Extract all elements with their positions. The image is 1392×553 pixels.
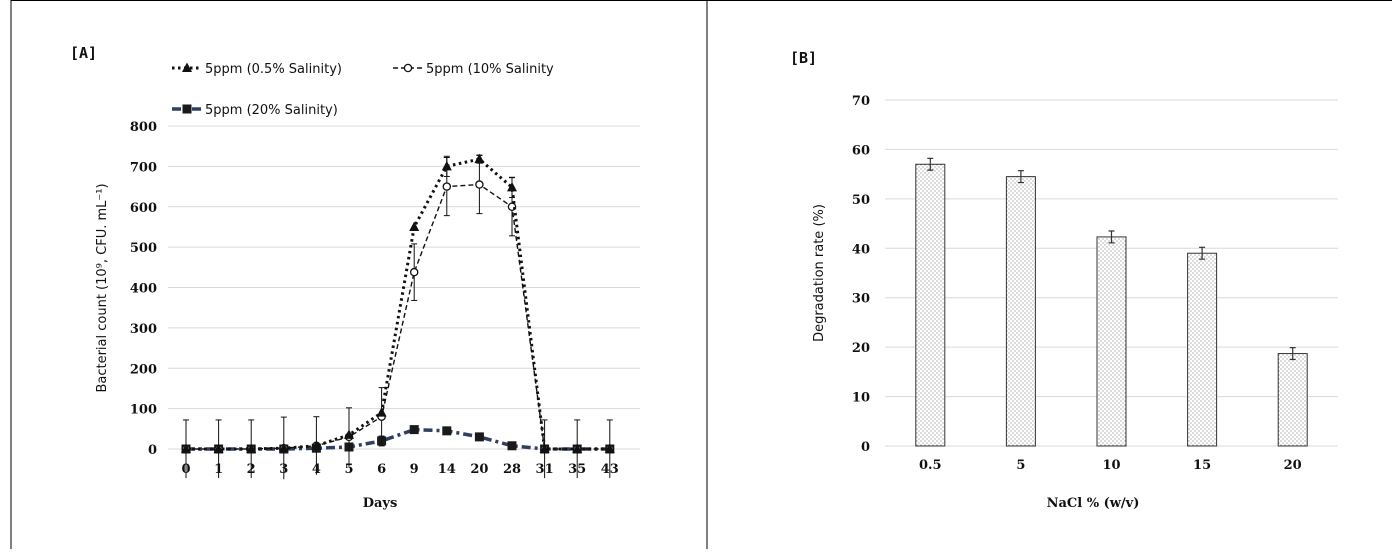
panel-b-x-tick-20: 20 — [1284, 458, 1302, 473]
panel-a-point-2-9 — [409, 267, 419, 277]
panel-b-bar-0.5 — [915, 163, 946, 447]
panel-a-x-tick-labels: 0 1 2 3 4 5 6 9 14 20 28 31 35 43 — [181, 462, 618, 477]
panel-b-bar-10 — [1096, 236, 1127, 447]
panel-a-series-line-1 — [186, 157, 610, 451]
panel-a-point-1-5 — [344, 429, 354, 439]
panel-b: [B] 0 10 20 30 40 50 60 70 0.5 5 10 15 20 NaCl % (w… — [790, 49, 1338, 511]
panel-a-point-1-3 — [278, 442, 289, 453]
panel-a-y-tick-300: 300 — [130, 322, 157, 337]
panel-b-x-tick-labels: 0.5 5 10 15 20 — [919, 458, 1302, 473]
panel-a-y-axis-title: Bacterial count (10⁹, CFU. mL⁻¹) — [95, 183, 110, 392]
panel-a-point-2-14 — [442, 182, 452, 191]
panel-b-y-axis-title: Degradation rate (%) — [812, 204, 827, 342]
panel-a-legend-marker-1 — [182, 62, 192, 72]
panel-a-legend-label-2: 5ppm (10% Salinity — [426, 62, 554, 77]
panel-a-legend-label-1: 5ppm (0.5% Salinity) — [205, 62, 342, 77]
panel-b-bar-group-10 — [1096, 230, 1127, 447]
panel-a-point-3-20 — [474, 432, 484, 442]
panel-a-series — [181, 153, 615, 480]
panel-b-x-tick-0.5: 0.5 — [919, 458, 942, 473]
panel-a-x-axis-title: Days — [363, 496, 398, 511]
panel-a-point-1-14 — [441, 160, 452, 171]
panel-a-x-tick-28: 28 — [503, 462, 521, 477]
panel-a-y-tick-200: 200 — [130, 362, 157, 377]
panel-b-bar-5 — [1005, 176, 1036, 447]
panel-b-x-axis-title: NaCl % (w/v) — [1047, 496, 1140, 511]
panel-a-label: [A] — [70, 44, 97, 62]
panel-a-y-tick-500: 500 — [130, 241, 157, 256]
panel-a-point-3-28 — [507, 441, 517, 451]
panel-a-legend-item-2: 5ppm (10% Salinity — [393, 62, 554, 77]
panel-a-point-1-1 — [213, 443, 224, 453]
panel-b-bar-group-0.5 — [915, 157, 946, 447]
panel-a-legend-label-3: 5ppm (20% Salinity) — [205, 103, 338, 118]
panel-a-y-tick-400: 400 — [130, 282, 157, 297]
panel-a-y-tick-600: 600 — [130, 201, 157, 216]
panel-a-x-tick-14: 14 — [438, 462, 456, 477]
panel-a-point-1-0 — [181, 443, 191, 453]
panel-a-y-tick-700: 700 — [130, 160, 157, 175]
panel-a-x-tick-9: 9 — [410, 462, 419, 477]
panel-a-y-tick-0: 0 — [148, 443, 157, 458]
panel-a-legend-item-1: 5ppm (0.5% Salinity) — [172, 62, 342, 77]
panel-a-y-tick-labels: 0 100 200 300 400 500 600 700 800 — [130, 120, 157, 458]
panel-b-y-tick-50: 50 — [852, 193, 870, 208]
panel-a-point-1-9 — [409, 221, 420, 231]
panel-a-point-3-14 — [442, 426, 452, 436]
panel-b-x-tick-10: 10 — [1102, 458, 1120, 473]
panel-a-series-line-3 — [186, 427, 610, 451]
panel-a-point-1-2 — [246, 443, 257, 453]
panel-a-legend-item-3: 5ppm (20% Salinity) — [172, 103, 338, 118]
panel-a-x-tick-5: 5 — [344, 462, 353, 477]
panel-a-y-tick-800: 800 — [130, 120, 157, 135]
panel-b-y-tick-60: 60 — [852, 143, 870, 158]
panel-a-point-1-28 — [507, 181, 517, 192]
panel-a-point-1-43 — [604, 443, 615, 453]
panel-a-point-2-20 — [475, 180, 484, 189]
panel-b-y-tick-20: 20 — [852, 341, 870, 356]
panel-a-point-1-31 — [539, 443, 550, 453]
panel-b-y-tick-labels: 0 10 20 30 40 50 60 70 — [852, 94, 870, 455]
panel-a-point-1-6 — [376, 407, 387, 417]
panel-b-bars — [915, 157, 1308, 447]
panel-b-x-tick-15: 15 — [1193, 458, 1211, 473]
panel-b-bar-15 — [1187, 252, 1218, 447]
panel-a-series-line-2 — [186, 183, 610, 450]
panel-a-series-1 — [181, 153, 615, 453]
panel-a-point-1-35 — [572, 443, 583, 453]
panel-b-x-tick-5: 5 — [1016, 458, 1025, 473]
panel-a-point-3-9 — [409, 425, 419, 435]
panel-a-legend-marker-2 — [403, 63, 413, 73]
panel-b-y-tick-70: 70 — [852, 94, 870, 109]
panel-a-legend-marker-3 — [182, 104, 192, 114]
panel-b-y-tick-30: 30 — [852, 292, 870, 307]
panel-a-legend: 5ppm (0.5% Salinity) 5ppm (10% Salinity 5p… — [172, 62, 554, 118]
panel-b-y-tick-0: 0 — [861, 440, 870, 455]
panel-b-bar-group-5 — [1005, 170, 1036, 447]
panel-a-y-tick-100: 100 — [130, 403, 157, 418]
panel-a-point-1-20 — [474, 153, 485, 164]
panel-b-bar-20 — [1277, 353, 1308, 447]
panel-a-point-1-4 — [311, 440, 322, 450]
panel-b-bar-group-15 — [1187, 246, 1218, 447]
panel-b-bar-group-20 — [1277, 347, 1308, 447]
panel-b-label: [B] — [790, 49, 817, 67]
panel-a-x-tick-6: 6 — [377, 462, 386, 477]
panel-a-x-tick-20: 20 — [470, 462, 488, 477]
panel-b-y-tick-40: 40 — [852, 242, 870, 257]
panel-b-y-tick-10: 10 — [852, 391, 870, 406]
